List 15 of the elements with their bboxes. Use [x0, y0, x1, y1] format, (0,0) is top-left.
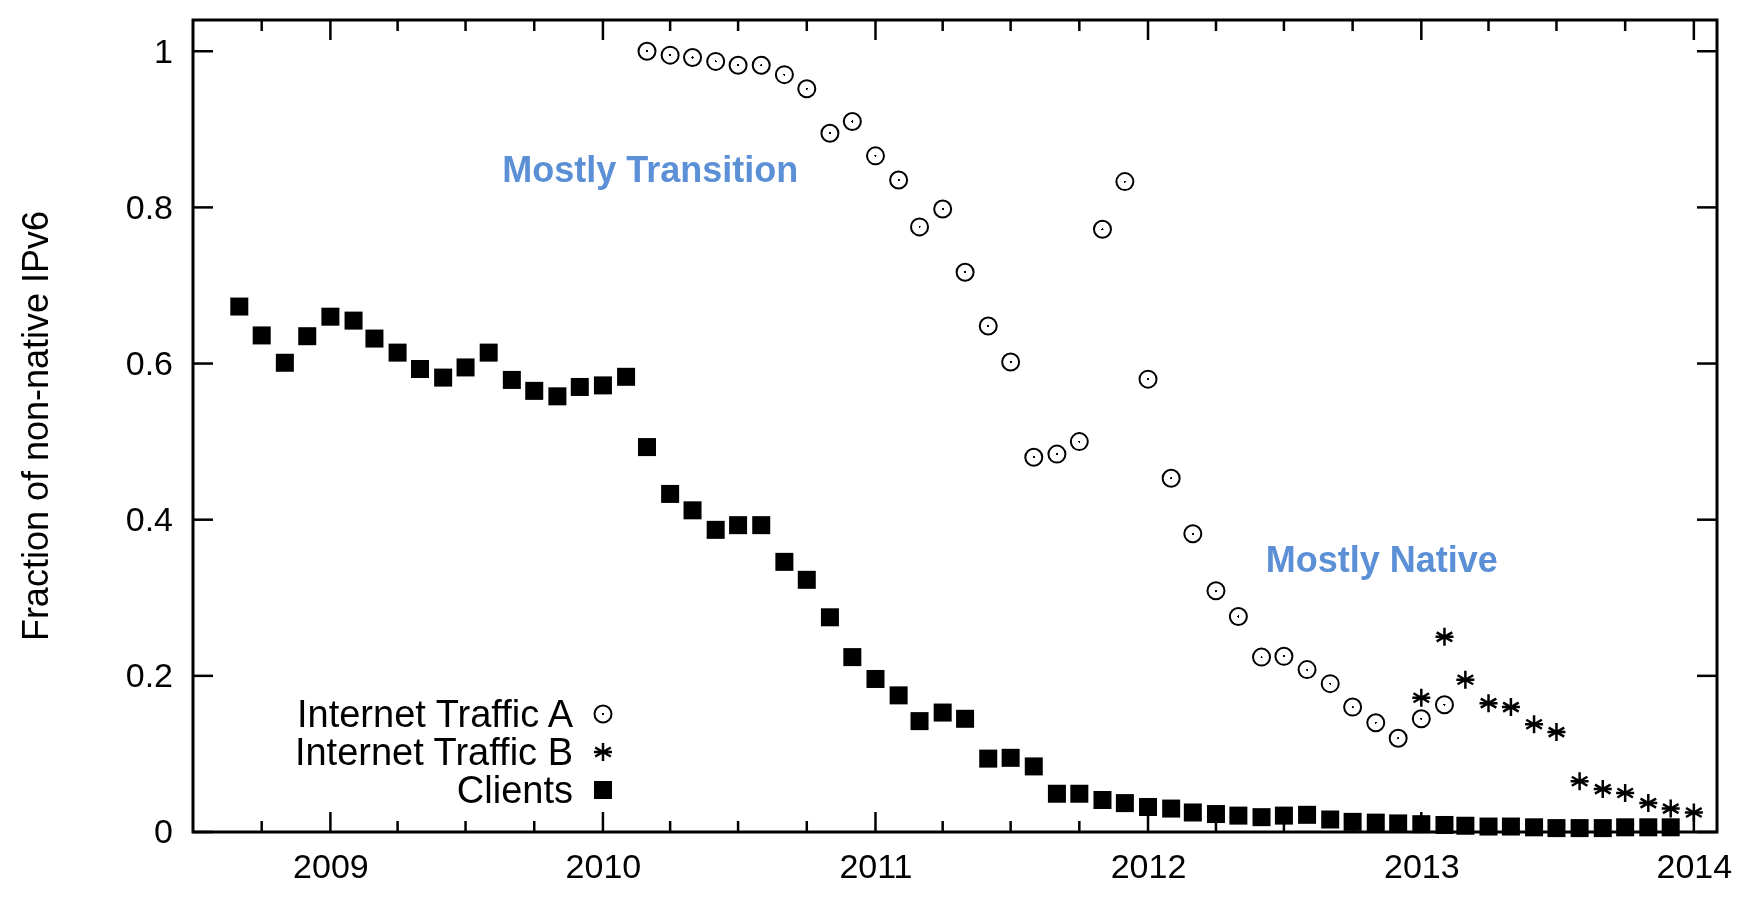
y-tick-label: 0.2 [125, 656, 173, 695]
x-tick-label: 2012 [1110, 847, 1187, 886]
x-tick-label: 2011 [839, 847, 913, 886]
y-axis-title: Fraction of non-native IPv6 [15, 210, 56, 642]
annotation: Mostly Transition [502, 149, 799, 191]
x-tick-label: 2009 [293, 847, 369, 886]
y-tick-label: 0 [154, 812, 173, 851]
y-tick-label: 0.4 [125, 500, 173, 539]
x-tick-label: 2013 [1383, 847, 1460, 886]
annotation: Mostly Native [1265, 539, 1498, 581]
y-tick-label: 1 [154, 31, 173, 70]
x-tick-label: 2014 [1656, 847, 1733, 886]
y-tick-label: 0.8 [125, 187, 173, 226]
y-tick-label: 0.6 [125, 343, 173, 382]
x-tick-label: 2010 [565, 847, 642, 886]
